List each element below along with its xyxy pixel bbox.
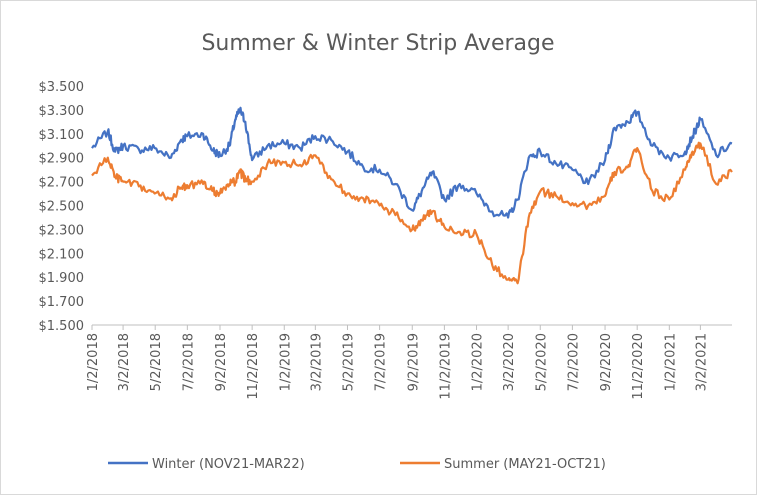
y-tick-label: $3.300	[39, 104, 85, 119]
x-tick-label: 11/2/2019	[438, 333, 453, 400]
x-tick-label: 5/2/2020	[534, 333, 549, 391]
y-tick-label: $2.300	[39, 223, 85, 238]
series-layer	[91, 106, 733, 285]
x-tick-label: 3/2/2021	[694, 333, 709, 391]
x-tick-label: 7/2/2020	[566, 333, 581, 391]
legend-label-summer: Summer (MAY21-OCT21)	[444, 457, 606, 472]
y-tick-label: $1.500	[39, 319, 85, 334]
x-axis-ticks: 1/2/2018 3/2/2018 5/2/2018 7/2/2018 9/2/2018…	[86, 325, 709, 400]
chart-title: Summer & Winter Strip Average	[201, 31, 554, 56]
x-tick-label: 5/2/2019	[341, 333, 356, 391]
x-tick-label: 1/2/2018	[86, 333, 101, 391]
legend-label-winter: Winter (NOV21-MAR22)	[152, 457, 305, 472]
y-tick-label: $2.700	[39, 176, 85, 191]
series-line-winter	[91, 106, 733, 219]
y-tick-label: $1.900	[39, 271, 85, 286]
x-tick-label: 9/2/2019	[406, 333, 421, 391]
y-tick-label: $2.500	[39, 200, 85, 215]
x-tick-label: 1/2/2019	[278, 333, 293, 391]
x-tick-label: 7/2/2018	[181, 333, 196, 391]
x-tick-label: 3/2/2018	[117, 333, 132, 391]
x-tick-label: 9/2/2018	[214, 333, 229, 391]
legend: Winter (NOV21-MAR22) Summer (MAY21-OCT21)	[108, 457, 606, 472]
series-line-summer	[91, 141, 733, 285]
y-tick-label: $1.700	[39, 295, 85, 310]
y-tick-label: $3.500	[39, 80, 85, 95]
x-tick-label: 9/2/2020	[599, 333, 614, 391]
y-tick-label: $3.100	[39, 128, 85, 143]
x-tick-label: 11/2/2018	[246, 333, 261, 400]
x-tick-label: 11/2/2020	[631, 333, 646, 400]
x-tick-label: 3/2/2019	[309, 333, 324, 391]
x-tick-label: 1/2/2020	[471, 333, 486, 391]
x-tick-label: 1/2/2021	[663, 333, 678, 391]
y-axis-ticks: $1.500 $1.700 $1.900 $2.100 $2.300 $2.500 $2.7…	[39, 80, 85, 334]
x-tick-label: 3/2/2020	[502, 333, 517, 391]
x-tick-label: 7/2/2019	[374, 333, 389, 391]
y-tick-label: $2.900	[39, 152, 85, 167]
y-tick-label: $2.100	[39, 247, 85, 262]
x-tick-label: 5/2/2018	[149, 333, 164, 391]
